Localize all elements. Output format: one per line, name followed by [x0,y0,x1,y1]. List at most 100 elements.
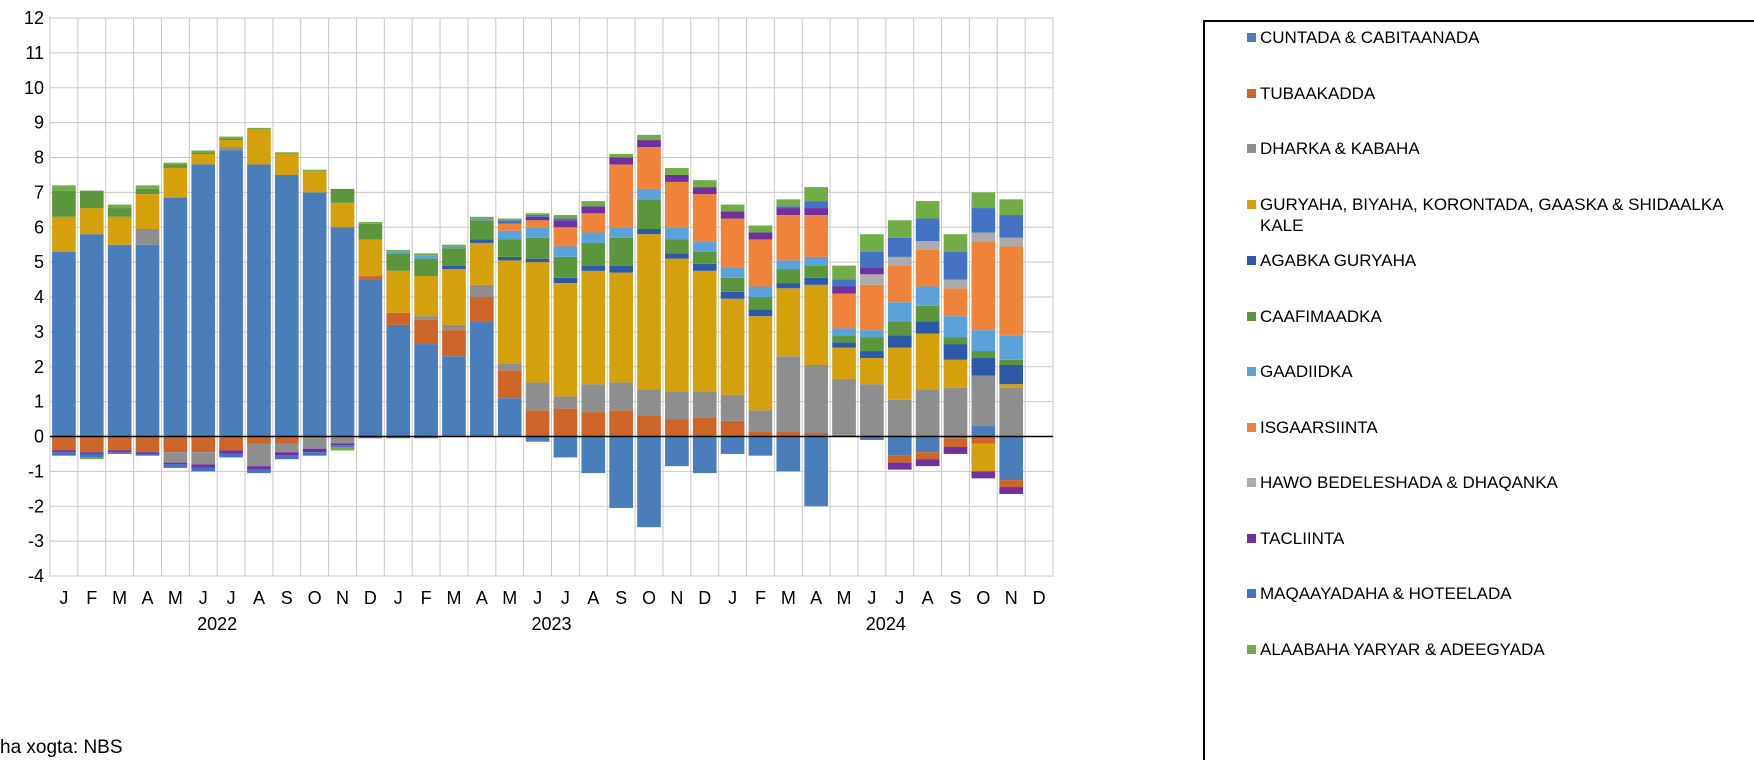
bar-segment-s2-m7 [247,443,271,467]
bar-segment-s0-m4 [163,197,188,437]
bar-segment-s11-m33 [971,192,996,209]
bar-segment-s4-m34 [999,365,1024,385]
legend-swatch [1247,423,1256,432]
bar-segment-s10-m9 [302,452,327,456]
legend-swatch [1247,200,1256,209]
bar-segment-s11-m27 [804,187,829,202]
x-tick-label: A [142,588,154,608]
x-tick-label: J [394,588,403,608]
bar-segment-s7-m26 [776,215,801,261]
bar-segment-s1-m23 [692,417,717,437]
bar-segment-s5-m33 [971,351,996,359]
bar-segment-s6-m12 [386,251,411,254]
x-tick-label: F [421,588,432,608]
bar-segment-s10-m28 [832,279,856,287]
legend-item: HAWO BEDELESHADA & DHAQANKA [1247,472,1730,493]
bar-segment-s10-m12 [386,436,411,439]
bar-segment-s5-m24 [720,277,745,292]
legend-swatch [1247,645,1256,654]
bar-segment-s11-m18 [553,215,578,219]
bar-segment-s9-m22 [665,174,689,182]
x-tick-label: F [86,588,97,608]
legend-label: TACLIINTA [1260,529,1345,548]
bar-segment-s6-m30 [887,302,912,322]
bar-segment-s9-m23 [692,187,717,195]
y-tick-label: 12 [24,8,44,28]
bar-segment-s9-m31 [915,459,940,467]
bar-segment-s11-m20 [609,154,633,158]
bar-segment-s7-m33 [971,241,996,331]
bar-segment-s6-m33 [971,330,996,352]
y-tick-label: 10 [24,78,44,98]
bar-segment-s0-m25 [748,436,773,456]
x-tick-label: O [308,588,322,608]
x-tick-label: S [615,588,627,608]
bar-segment-s7-m30 [887,265,912,303]
bar-segment-s1-m26 [776,431,801,437]
bar-segment-s10-m10 [330,445,355,447]
bar-segment-s0-m6 [219,150,243,437]
bar-segment-s4-m31 [915,321,940,334]
bar-segment-s0-m27 [804,436,829,507]
year-label: 2022 [197,614,237,634]
bar-segment-s9-m17 [525,216,550,221]
bar-segment-s6-m22 [665,227,689,240]
bar-segment-s6-m16 [497,230,522,240]
bar-segment-s2-m27 [804,365,829,434]
bar-segment-s6-m17 [525,227,550,238]
legend-label: MAQAAYADAHA & HOTEELADA [1260,584,1512,603]
bar-segment-s7-m32 [943,288,968,317]
bar-segment-s9-m28 [832,286,856,294]
bar-segment-s10-m30 [887,237,912,257]
bar-segment-s10-m17 [525,215,550,217]
bar-segment-s10-m6 [219,453,243,458]
bar-segment-s1-m19 [581,412,606,437]
bar-segment-s2-m32 [943,387,968,437]
bar-segment-s2-m4 [163,452,188,463]
bar-segment-s8-m34 [999,237,1024,247]
bar-segment-s2-m20 [609,382,633,411]
bar-segment-s0-m2 [107,244,132,437]
bar-segment-s2-m9 [302,438,327,449]
bar-segment-s9-m27 [804,208,829,216]
bar-segment-s7-m21 [637,147,661,189]
bar-segment-s9-m8 [274,452,299,456]
bar-segment-s4-m17 [525,258,550,263]
bar-segment-s11-m12 [386,249,411,252]
legend-item: TACLIINTA [1247,528,1730,549]
bar-segment-s1-m1 [79,436,104,453]
legend-swatch [1247,89,1256,98]
bar-segment-s8-m32 [943,279,968,289]
legend-swatch [1247,144,1256,153]
x-tick-label: J [227,588,236,608]
bar-segment-s0-m26 [776,436,801,472]
bar-segment-s10-m33 [971,208,996,233]
bar-segment-s0-m13 [414,344,438,437]
bar-segment-s3-m33 [971,443,996,472]
bar-segment-s4-m29 [860,351,884,359]
bar-segment-s1-m2 [107,436,132,451]
bar-segment-s6-m32 [943,316,968,338]
legend-item: MAQAAYADAHA & HOTEELADA [1247,583,1730,604]
bar-segment-s0-m24 [720,436,745,454]
bar-segment-s11-m31 [915,201,940,219]
bar-segment-s4-m30 [887,335,912,348]
bar-segment-s1-m21 [637,415,661,437]
bar-segment-s11-m28 [832,265,856,280]
x-tick-label: O [642,588,656,608]
bar-segment-s3-m6 [219,140,243,148]
bar-segment-s3-m13 [414,276,438,317]
legend-item: GURYAHA, BIYAHA, KORONTADA, GAASKA & SHI… [1247,194,1730,236]
bar-segment-s6-m14 [442,246,466,249]
y-tick-label: 8 [34,148,44,168]
bar-segment-s3-m30 [887,347,912,400]
bar-segment-s1-m12 [386,312,411,325]
bar-segment-s0-m11 [358,279,383,437]
bar-segment-s7-m18 [553,227,578,247]
bar-segment-s3-m9 [302,171,327,193]
bar-segment-s11-m23 [692,180,717,188]
y-tick-label: -2 [28,496,44,516]
legend-label: DHARKA & KABAHA [1260,139,1420,158]
bar-segment-s10-m3 [135,453,160,456]
bar-segment-s9-m9 [302,448,327,453]
